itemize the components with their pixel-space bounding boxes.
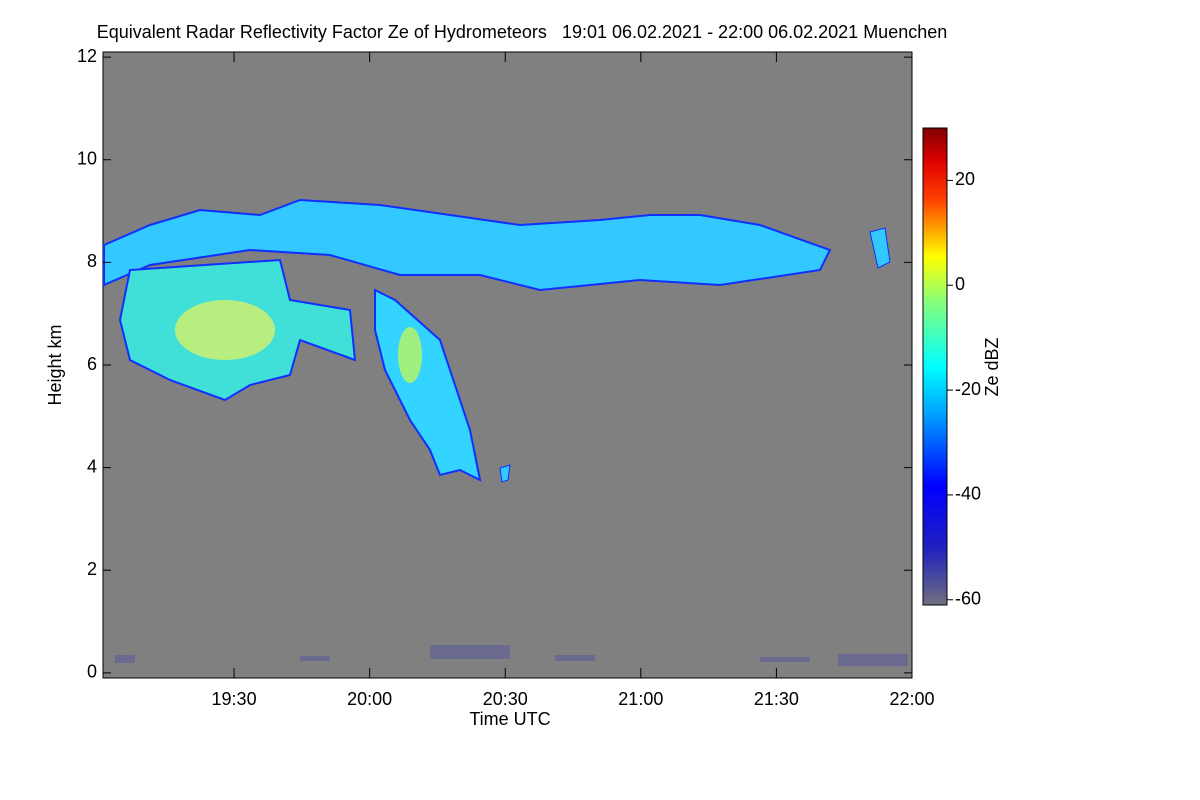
colorbar-tick-label: 20 — [955, 169, 975, 189]
echo — [175, 300, 275, 360]
y-tick-label: 2 — [87, 559, 97, 579]
y-tick-label: 8 — [87, 251, 97, 271]
x-tick-label: 21:00 — [618, 689, 663, 709]
x-tick-label: 20:00 — [347, 689, 392, 709]
x-tick-label: 22:00 — [889, 689, 934, 709]
chart-title: Equivalent Radar Reflectivity Factor Ze … — [97, 22, 948, 42]
y-axis-label: Height km — [45, 324, 65, 405]
colorbar-tick-label: -20 — [955, 379, 981, 399]
echo — [398, 327, 422, 383]
x-axis-label: Time UTC — [469, 709, 550, 729]
echoes — [103, 198, 908, 666]
x-tick-label: 21:30 — [754, 689, 799, 709]
colorbar — [922, 127, 948, 606]
colorbar-label: Ze dBZ — [982, 337, 1002, 396]
echo — [103, 198, 832, 292]
colorbar-tick-label: -60 — [955, 589, 981, 609]
y-tick-label: 0 — [87, 662, 97, 682]
y-tick-label: 6 — [87, 354, 97, 374]
y-tick-label: 10 — [77, 149, 97, 169]
ground-clutter — [115, 645, 908, 666]
x-tick-label: 19:30 — [212, 689, 257, 709]
echo — [869, 227, 891, 269]
colorbar-tick-label: 0 — [955, 274, 965, 294]
y-tick-label: 4 — [87, 456, 97, 476]
echo — [499, 464, 511, 483]
x-tick-label: 20:30 — [483, 689, 528, 709]
colorbar-tick-label: -40 — [955, 484, 981, 504]
y-tick-label: 12 — [77, 46, 97, 66]
